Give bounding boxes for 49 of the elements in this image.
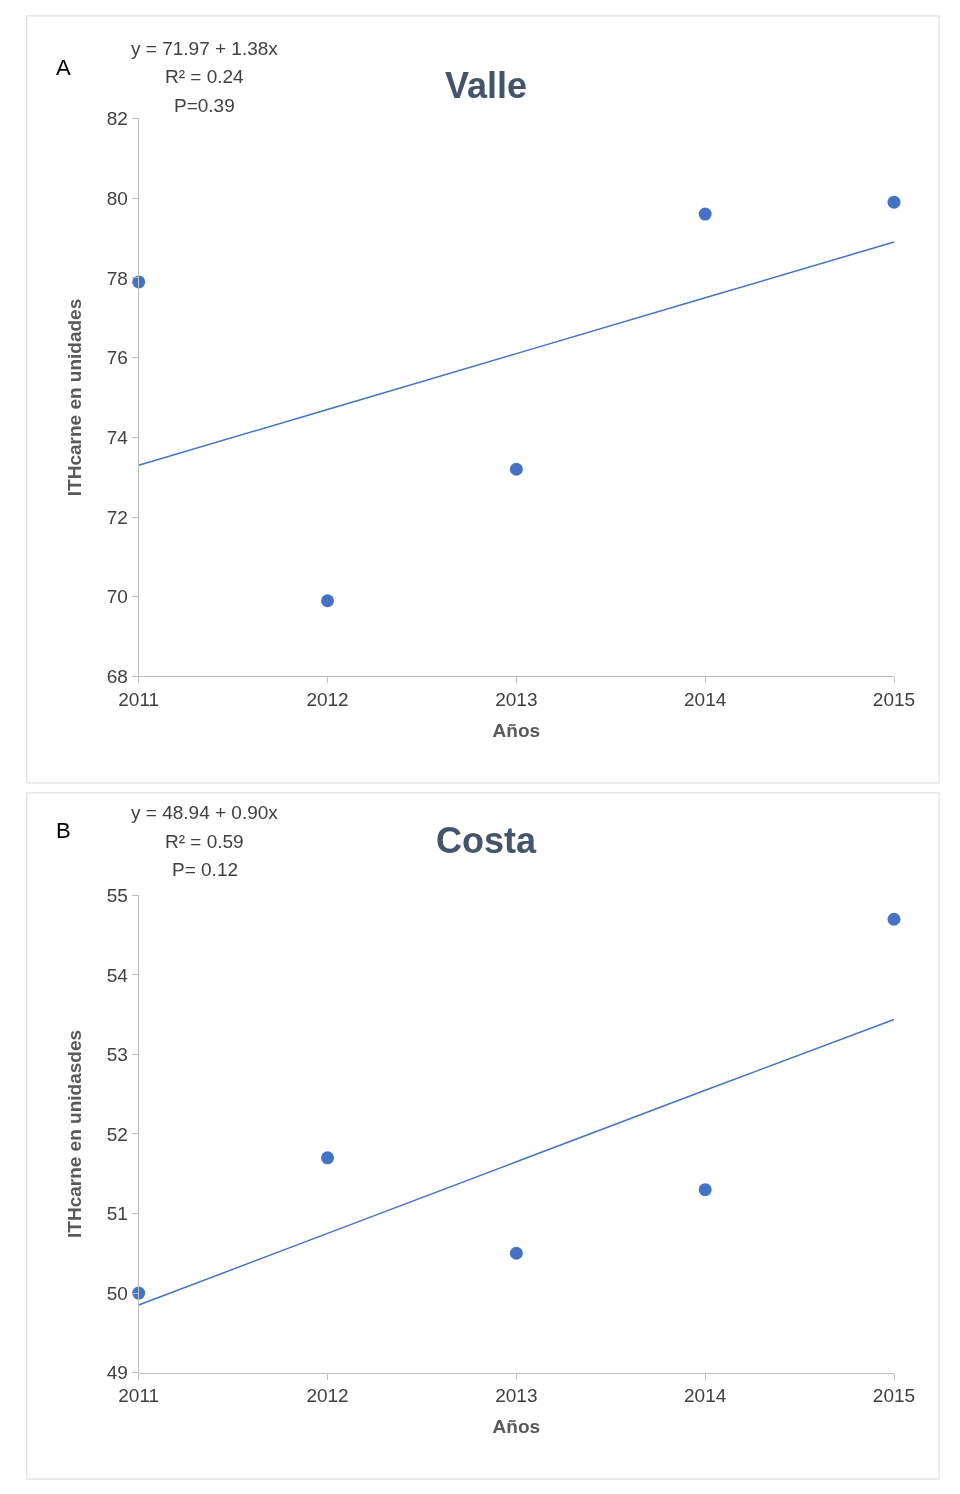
x-tick-label: 2013 xyxy=(495,1385,538,1407)
y-tick-label: 52 xyxy=(106,1123,128,1145)
y-axis-title: ITHcarne en unidades xyxy=(63,298,85,497)
x-tick-label: 2011 xyxy=(118,1385,160,1407)
y-tick-label: 72 xyxy=(106,506,128,528)
y-tick-label: 51 xyxy=(106,1203,128,1225)
point xyxy=(321,1151,335,1165)
y-tick-label: 70 xyxy=(106,586,128,608)
point xyxy=(509,462,523,476)
y-tick-label: 76 xyxy=(106,347,128,369)
text: P= 0.12 xyxy=(172,859,239,880)
y-tick-label: 80 xyxy=(106,187,128,209)
line-series xyxy=(138,1018,895,1306)
y-tick-label: 78 xyxy=(106,267,128,289)
text: R² = 0.59 xyxy=(165,831,244,852)
y-axis-title: ITHcarne en unidasdes xyxy=(63,1029,85,1238)
x-tick-label: 2013 xyxy=(495,689,538,711)
line-series xyxy=(138,241,895,466)
y-tick-label: 50 xyxy=(106,1282,128,1304)
point xyxy=(509,1246,523,1260)
y-tick-label: 53 xyxy=(106,1044,128,1066)
point xyxy=(698,1183,712,1197)
text: R² = 0.24 xyxy=(165,66,245,87)
text: B xyxy=(56,818,71,843)
y-tick-label: 54 xyxy=(106,964,129,986)
point xyxy=(321,594,335,608)
x-tick-label: 2012 xyxy=(306,1385,349,1407)
text: A xyxy=(56,55,71,80)
x-tick-label: 2015 xyxy=(872,1385,916,1407)
y-tick-label: 74 xyxy=(106,426,129,448)
x-tick-label: 2014 xyxy=(684,689,727,711)
point xyxy=(887,195,901,209)
chart-title: Valle xyxy=(445,65,528,106)
x-axis-title: Años xyxy=(492,1416,541,1438)
chart-title: Costa xyxy=(436,820,537,861)
y-tick-label: 68 xyxy=(106,666,128,688)
text: P=0.39 xyxy=(174,95,235,116)
text: y = 71.97 + 1.38x xyxy=(131,38,279,59)
y-tick-label: 82 xyxy=(106,108,128,130)
point xyxy=(698,207,712,221)
x-tick-label: 2011 xyxy=(118,689,160,711)
x-tick-label: 2014 xyxy=(684,1385,727,1407)
x-tick-label: 2012 xyxy=(306,689,349,711)
y-tick-label: 55 xyxy=(106,885,128,907)
point xyxy=(887,912,901,926)
x-axis-title: Años xyxy=(492,720,541,742)
y-tick-label: 49 xyxy=(106,1362,128,1384)
x-tick-label: 2015 xyxy=(872,689,916,711)
text: y = 48.94 + 0.90x xyxy=(131,802,279,823)
